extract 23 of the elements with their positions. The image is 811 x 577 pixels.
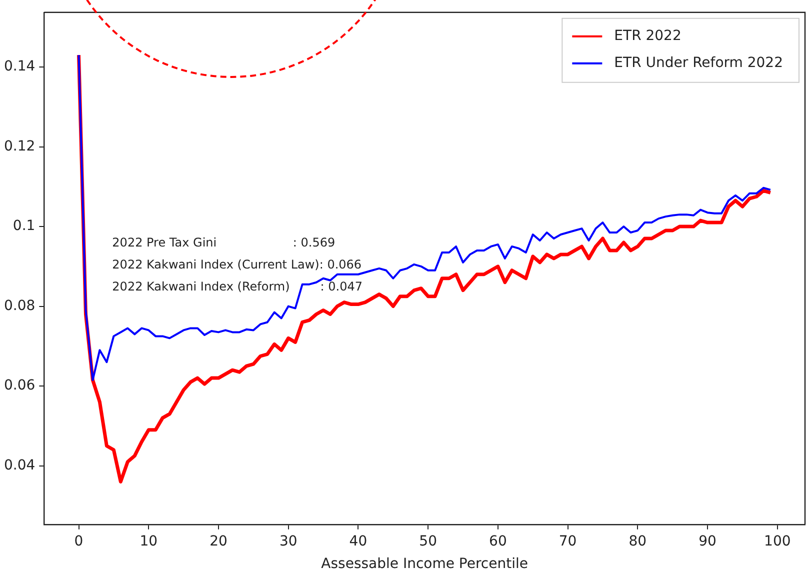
y-tick-label: 0.04 (4, 457, 36, 474)
y-tick-label: 0.12 (4, 138, 36, 154)
y-tick-label: 0.08 (4, 298, 36, 314)
y-tick-label: 0.1 (12, 218, 36, 234)
x-tick-label: 80 (628, 533, 647, 550)
x-tick-label: 0 (74, 533, 84, 550)
annotation: 2022 Pre Tax Gini : 0.569 (112, 236, 336, 250)
annotation: 2022 Kakwani Index (Current Law): 0.066 (112, 258, 362, 272)
x-tick-label: 10 (140, 533, 158, 550)
x-tick-label: 100 (764, 533, 791, 550)
x-tick-label: 40 (349, 533, 368, 550)
x-tick-label: 30 (279, 533, 298, 550)
x-tick-label: 70 (558, 533, 577, 550)
annotation: 2022 Kakwani Index (Reform) : 0.047 (112, 280, 363, 294)
x-tick-label: 50 (419, 533, 437, 550)
x-tick-label: 20 (210, 533, 228, 550)
y-tick-label: 0.14 (4, 58, 36, 75)
y-tick-label: 0.06 (4, 378, 36, 394)
legend-label: ETR Under Reform 2022 (614, 55, 784, 72)
x-tick-label: 60 (489, 533, 507, 550)
x-tick-label: 90 (698, 533, 716, 550)
x-axis-title: Assessable Income Percentile (321, 556, 528, 572)
legend-label: ETR 2022 (614, 28, 682, 44)
